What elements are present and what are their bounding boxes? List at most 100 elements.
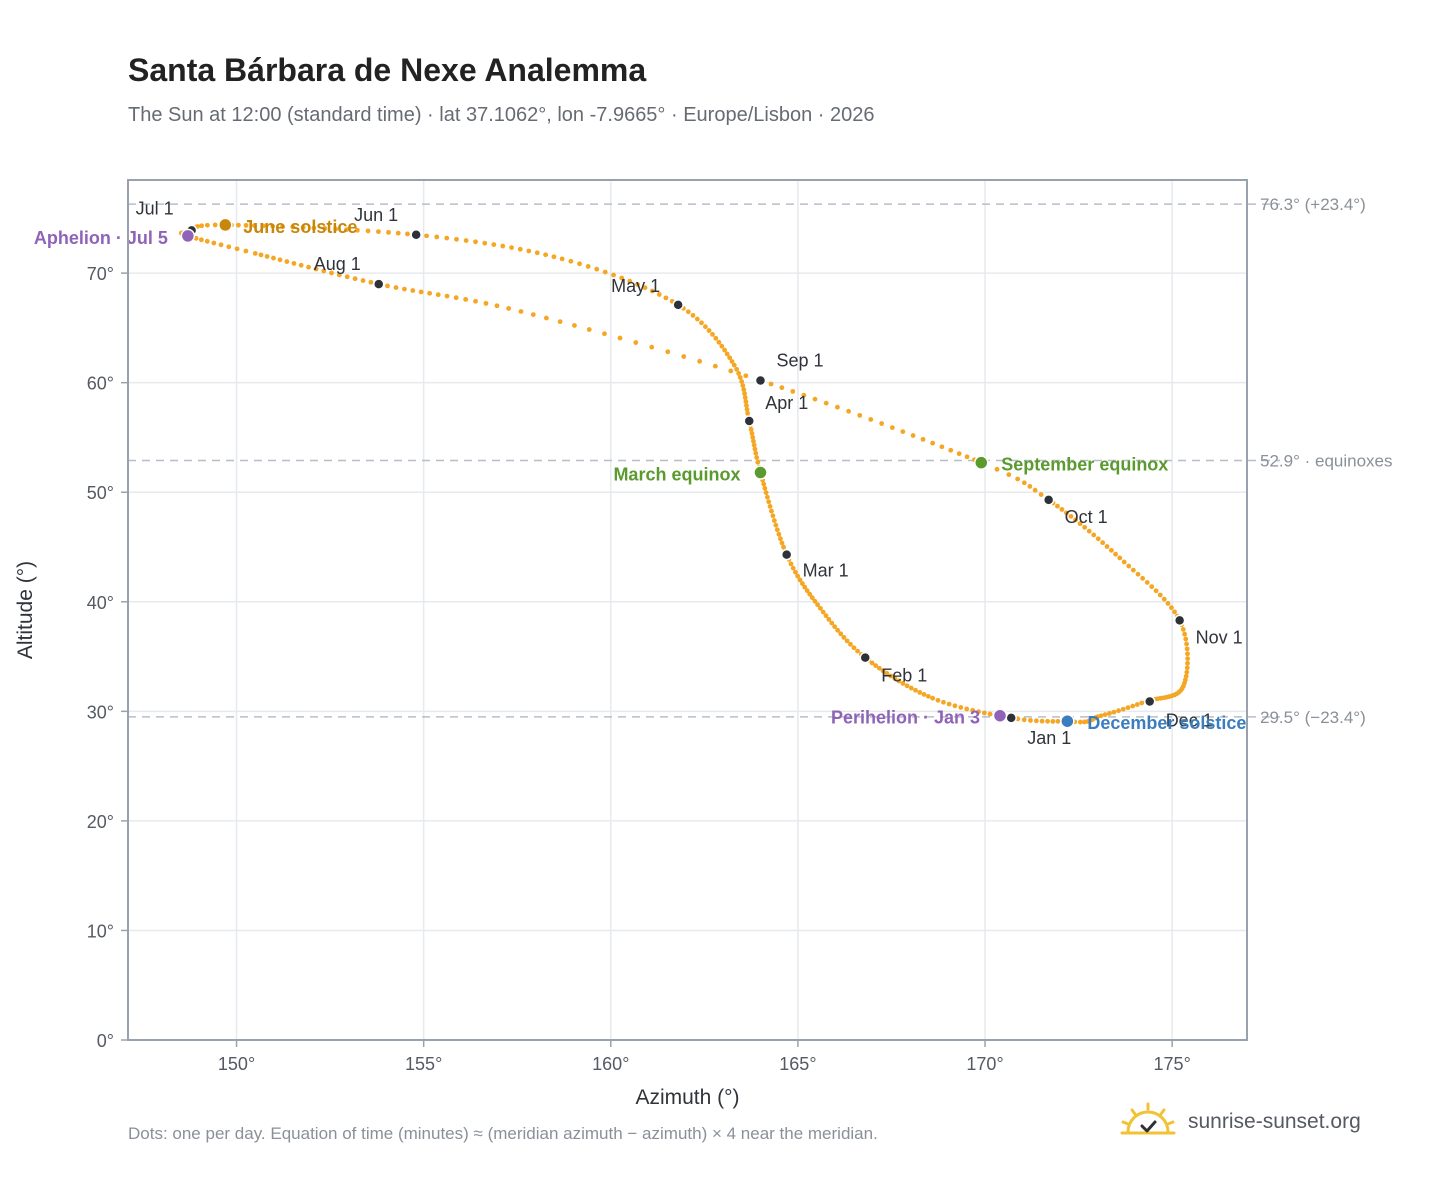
- month-label: Jun 1: [354, 205, 398, 225]
- day-dot: [781, 544, 786, 550]
- day-dot: [463, 296, 469, 302]
- day-dot: [454, 236, 459, 242]
- event-marker: [218, 217, 233, 233]
- day-dot: [635, 282, 640, 287]
- day-dot: [739, 379, 745, 384]
- day-dot: [270, 223, 276, 229]
- day-dot: [393, 285, 399, 290]
- day-dot: [444, 235, 450, 241]
- day-dot: [681, 354, 687, 359]
- month-marker: [672, 299, 684, 311]
- month-label: Aug 1: [314, 254, 361, 274]
- day-dot: [964, 706, 970, 712]
- day-dot: [212, 222, 218, 228]
- day-dot: [755, 459, 761, 465]
- day-dot: [1082, 524, 1088, 530]
- y-tick-label: 10°: [87, 921, 114, 941]
- month-marker: [372, 278, 385, 290]
- day-dot: [1086, 528, 1092, 534]
- day-dot: [557, 319, 563, 325]
- day-dot: [685, 309, 691, 315]
- day-dot: [790, 565, 796, 571]
- day-dot: [300, 225, 306, 230]
- day-dot: [750, 434, 756, 440]
- month-label: Apr 1: [765, 393, 808, 413]
- day-dot: [444, 293, 450, 299]
- day-dot: [857, 412, 863, 418]
- month-label: May 1: [611, 276, 660, 296]
- x-axis-label: Azimuth (°): [635, 1086, 739, 1109]
- event-label: June solstice: [243, 217, 357, 237]
- x-tick-label: 155°: [405, 1054, 442, 1074]
- day-dot: [427, 290, 433, 296]
- sun-icon: [1120, 1102, 1176, 1135]
- day-dot: [920, 436, 926, 442]
- day-dot: [205, 222, 210, 228]
- day-dot: [727, 355, 733, 361]
- day-dot: [706, 328, 712, 333]
- day-dot: [277, 257, 283, 263]
- day-dot: [649, 288, 655, 294]
- y-tick-label: 20°: [87, 812, 114, 832]
- grid-layer: [128, 180, 1247, 1041]
- day-dot: [930, 695, 936, 701]
- day-dot: [910, 433, 916, 438]
- y-tick-label: 50°: [87, 483, 114, 503]
- y-axis-label: Altitude (°): [14, 561, 37, 659]
- day-dot: [851, 645, 857, 651]
- day-dot: [1021, 717, 1027, 723]
- day-dot: [1111, 709, 1117, 715]
- day-dot: [788, 561, 794, 567]
- day-dot: [917, 689, 923, 695]
- day-dot: [1144, 580, 1150, 585]
- day-dot: [716, 339, 722, 345]
- day-dot: [744, 407, 750, 412]
- day-dot: [665, 349, 671, 355]
- day-dot: [264, 254, 270, 259]
- day-dot: [728, 368, 734, 374]
- event-label: March equinox: [613, 465, 740, 485]
- day-dot: [763, 490, 769, 496]
- brand-logo[interactable]: sunrise-sunset.org: [1120, 1102, 1361, 1142]
- day-dot: [1183, 636, 1189, 642]
- day-dot: [939, 444, 945, 450]
- day-dot: [904, 683, 910, 689]
- day-dot: [900, 429, 906, 434]
- month-label: Sep 1: [776, 350, 823, 370]
- day-dot: [913, 687, 918, 693]
- day-dot: [1108, 547, 1114, 553]
- day-dot: [841, 634, 847, 640]
- day-dot: [820, 609, 826, 615]
- event-label: December solstice: [1087, 713, 1246, 733]
- day-dot: [729, 359, 735, 364]
- x-tick-label: 165°: [779, 1054, 816, 1074]
- day-dot: [884, 671, 890, 676]
- month-marker: [1005, 712, 1017, 724]
- day-dot: [1095, 536, 1101, 542]
- day-dot: [795, 573, 801, 579]
- day-dot: [869, 660, 875, 666]
- day-dot: [892, 676, 898, 681]
- day-dot: [424, 233, 429, 239]
- day-dot: [744, 403, 749, 408]
- day-dot: [724, 351, 730, 357]
- day-dot: [829, 620, 835, 626]
- day-dot: [1100, 540, 1106, 546]
- day-dot: [776, 531, 782, 537]
- day-dot: [385, 283, 390, 289]
- day-dot: [491, 242, 497, 247]
- day-dot: [656, 292, 662, 297]
- day-dot: [773, 522, 779, 528]
- month-label: Dec 1: [1166, 710, 1213, 730]
- day-dot: [876, 665, 882, 671]
- day-dot: [1082, 719, 1087, 725]
- day-dot: [1027, 483, 1033, 489]
- day-dot: [405, 231, 410, 237]
- day-dot: [306, 264, 311, 270]
- day-dot: [211, 240, 217, 246]
- day-dot: [1182, 631, 1188, 637]
- day-dot: [280, 224, 285, 229]
- day-dot: [649, 344, 655, 350]
- day-dot: [463, 238, 469, 243]
